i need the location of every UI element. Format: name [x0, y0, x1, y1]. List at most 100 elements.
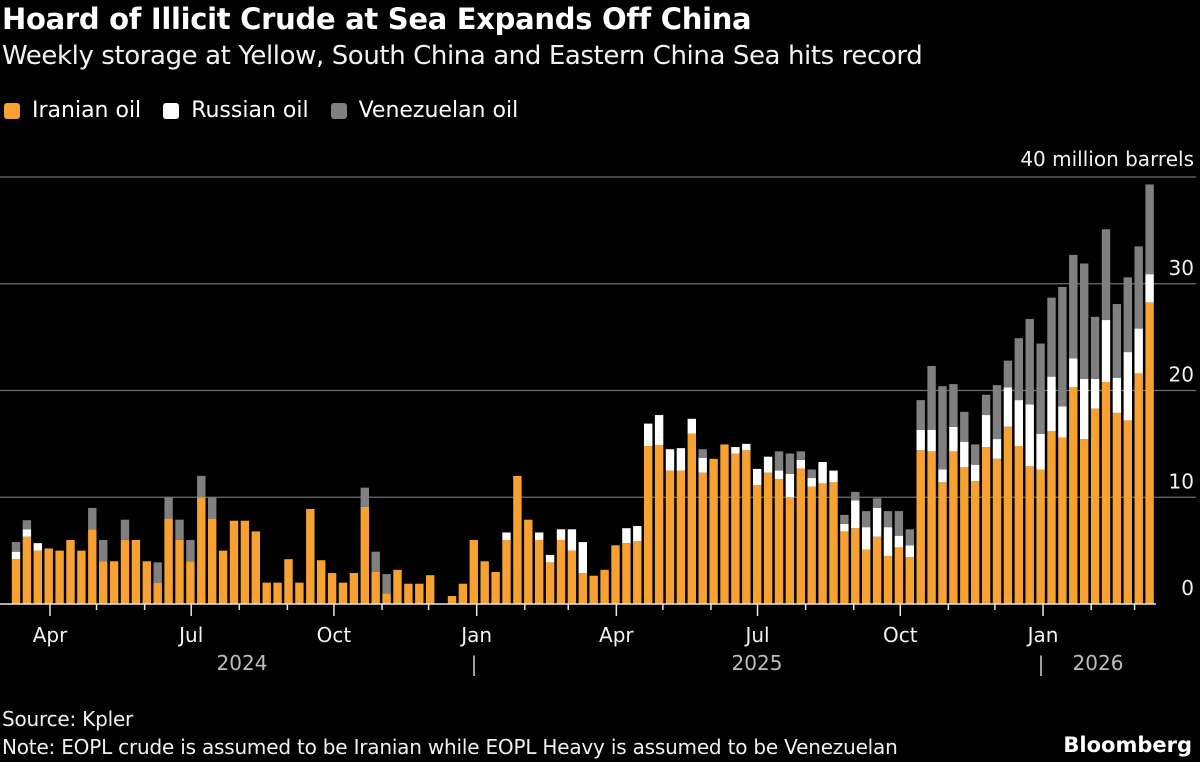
bar-segment-venezuelan — [120, 519, 130, 540]
bar-segment-russian — [894, 535, 904, 548]
bar-segment-russian — [1058, 406, 1067, 438]
bar-segment-venezuelan — [175, 519, 184, 540]
bar-segment-russian — [840, 523, 849, 532]
bar-segment-iranian — [44, 548, 53, 604]
bar-segment-iranian — [393, 569, 402, 604]
bar-segment-iranian — [120, 539, 130, 604]
bar-segment-iranian — [916, 450, 925, 604]
bar-segment-iranian — [938, 482, 947, 604]
bar-segment-russian — [938, 469, 947, 483]
bar-segment-venezuelan — [905, 529, 914, 546]
bar-segment-iranian — [469, 539, 478, 604]
bar-segment-iranian — [284, 559, 293, 604]
bar-segment-russian — [1090, 378, 1100, 409]
bar-segment-iranian — [1047, 431, 1056, 604]
bar-segment-iranian — [513, 475, 522, 604]
year-separator: | — [471, 652, 478, 676]
bar-segment-iranian — [840, 531, 849, 604]
bar-segment-venezuelan — [698, 449, 707, 458]
bar-segment-iranian — [785, 497, 795, 604]
y-tick-label: 10 — [1169, 469, 1194, 493]
bar-segment-russian — [1101, 320, 1111, 382]
bar-segment-venezuelan — [208, 497, 217, 519]
y-tick-label: 30 — [1169, 256, 1194, 280]
bar-segment-russian — [644, 423, 653, 447]
x-tick-label: Apr — [33, 623, 68, 647]
bar-segment-russian — [33, 543, 42, 551]
bar-segment-iranian — [556, 539, 566, 604]
bar-segment-russian — [22, 529, 32, 537]
bar-segment-russian — [567, 529, 577, 551]
bar-segment-iranian — [742, 450, 751, 604]
bar-segment-russian — [851, 500, 860, 529]
bar-segment-iranian — [88, 529, 97, 604]
bar-segment-venezuelan — [774, 451, 784, 471]
bar-segment-iranian — [317, 560, 326, 604]
bar-segment-russian — [622, 528, 631, 544]
bar-segment-iranian — [971, 481, 980, 604]
bar-segment-iranian — [535, 539, 544, 604]
bar-segment-iranian — [208, 518, 217, 604]
bar-segment-russian — [1036, 433, 1045, 470]
legend-label-russian: Russian oil — [191, 98, 309, 123]
x-tick-label: Jul — [743, 623, 769, 647]
bar-segment-russian — [916, 429, 925, 451]
bar-segment-russian — [1003, 387, 1013, 427]
bar-segment-russian — [556, 529, 566, 540]
bar-segment-russian — [633, 526, 642, 542]
bar-segment-russian — [1112, 377, 1122, 413]
bar-segment-russian — [742, 443, 751, 451]
year-separator: | — [1038, 652, 1045, 676]
bar-segment-iranian — [480, 561, 489, 604]
bar-segment-russian — [698, 457, 707, 473]
bar-segment-venezuelan — [862, 511, 871, 528]
bar-segment-iranian — [327, 573, 337, 604]
bar-segment-russian — [1123, 352, 1132, 421]
bar-segment-iranian — [960, 467, 969, 604]
bar-segment-iranian — [55, 550, 64, 604]
bar-segment-iranian — [981, 447, 991, 604]
bar-segment-iranian — [1090, 408, 1100, 604]
bar-segment-venezuelan — [360, 487, 369, 507]
bar-segment-iranian — [502, 539, 511, 604]
bar-segment-iranian — [763, 472, 773, 604]
bar-segment-venezuelan — [894, 511, 904, 536]
note-text: Note: EOPL crude is assumed to be Irania… — [2, 735, 898, 759]
year-label: 2026 — [1073, 651, 1124, 675]
bar-segment-iranian — [360, 506, 369, 604]
bar-segment-russian — [1145, 274, 1154, 303]
bar-segment-iranian — [1036, 469, 1045, 604]
bar-segment-russian — [535, 532, 544, 540]
bar-segment-iranian — [1014, 446, 1023, 604]
bar-segment-iranian — [491, 571, 500, 604]
y-tick-label: 40 million barrels — [1020, 147, 1194, 171]
bar-segment-iranian — [1080, 439, 1089, 604]
bar-segment-iranian — [862, 549, 871, 604]
legend-item-venezuelan: Venezuelan oil — [330, 98, 518, 123]
bar-segment-iranian — [872, 536, 882, 604]
bar-segment-iranian — [753, 484, 762, 604]
bar-segment-russian — [578, 542, 587, 574]
bar-segment-venezuelan — [981, 394, 991, 416]
bar-segment-venezuelan — [1090, 316, 1100, 379]
bar-segment-iranian — [665, 470, 675, 604]
bar-segment-iranian — [589, 575, 598, 604]
bar-segment-venezuelan — [796, 451, 805, 460]
legend-item-russian: Russian oil — [163, 98, 309, 123]
bar-segment-iranian — [251, 531, 260, 604]
bar-segment-iranian — [99, 561, 108, 604]
bar-segment-russian — [1014, 400, 1023, 447]
bar-segment-venezuelan — [88, 507, 97, 530]
bar-segment-iranian — [447, 595, 457, 604]
bloomberg-logo: Bloomberg — [1063, 733, 1192, 757]
legend-swatch-russian — [163, 102, 180, 119]
bar-segment-iranian — [698, 472, 707, 604]
bar-segment-venezuelan — [851, 491, 860, 501]
bar-segment-iranian — [600, 569, 609, 604]
bar-segment-iranian — [295, 582, 304, 604]
bar-segment-russian — [676, 448, 686, 471]
bar-segment-iranian — [66, 539, 75, 604]
bar-segment-russian — [960, 441, 969, 468]
bar-segment-iranian — [992, 458, 1002, 604]
bar-segment-russian — [687, 418, 696, 434]
